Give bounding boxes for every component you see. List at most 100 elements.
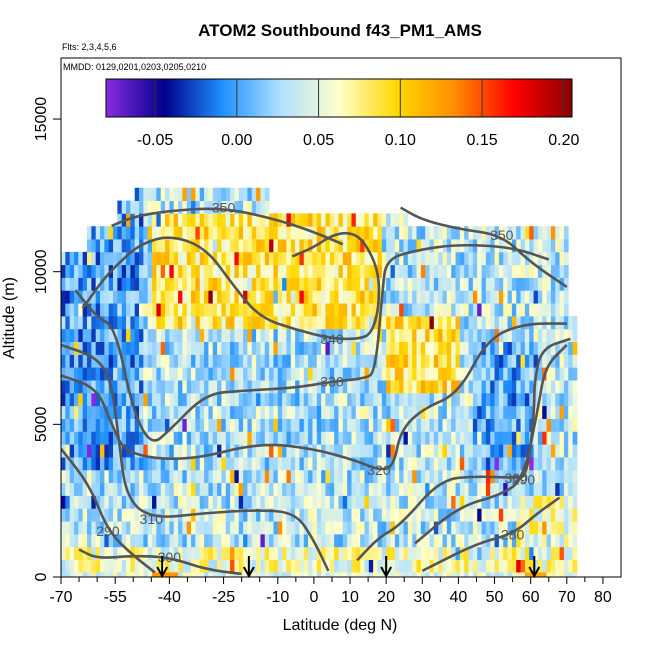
heatmap-cell: [269, 559, 274, 573]
dates-note: MMDD: 0129,0201,0203,0205,0210: [63, 62, 206, 72]
heatmap-cell: [407, 264, 413, 278]
heatmap-cell: [368, 264, 374, 278]
heatmap-cell: [347, 328, 352, 343]
heatmap-cell: [503, 405, 508, 419]
heatmap-cell: [381, 457, 387, 471]
heatmap-cell: [130, 213, 136, 227]
heatmap-cell: [390, 572, 396, 577]
heatmap-cell: [425, 367, 430, 381]
heatmap-cell: [273, 533, 279, 548]
heatmap-cell: [108, 521, 114, 535]
heatmap-cell: [143, 482, 149, 496]
heatmap-cell: [160, 457, 166, 471]
heatmap-cell: [147, 444, 153, 458]
heatmap-cell: [472, 546, 478, 560]
heatmap-cell: [95, 367, 101, 381]
heatmap-cell: [481, 508, 487, 522]
heatmap-cell: [338, 431, 344, 445]
heatmap-cell: [160, 392, 166, 407]
heatmap-cell: [117, 482, 123, 496]
heatmap-cell: [403, 559, 409, 573]
heatmap-cell: [152, 303, 157, 317]
heatmap-cell: [490, 431, 495, 445]
heatmap-cell: [104, 226, 110, 240]
heatmap-cell: [498, 405, 504, 419]
heatmap-cell: [199, 303, 205, 317]
heatmap-cell: [412, 508, 417, 522]
heatmap-cell: [451, 444, 456, 458]
heatmap-cell: [186, 380, 192, 394]
heatmap-cell: [503, 418, 508, 432]
heatmap-cell: [282, 418, 287, 432]
heatmap-cell: [234, 187, 240, 201]
heatmap-cell: [230, 533, 235, 548]
heatmap-cell: [490, 457, 495, 471]
heatmap-cell: [459, 367, 465, 381]
heatmap-cell: [403, 431, 409, 445]
heatmap-cell: [251, 251, 257, 266]
heatmap-cell: [286, 559, 292, 573]
heatmap-cell: [303, 572, 309, 577]
heatmap-cell: [160, 444, 166, 458]
heatmap-cell: [178, 431, 183, 445]
heatmap-cell: [273, 521, 279, 535]
heatmap-cell: [165, 226, 170, 240]
heatmap-cell: [100, 457, 105, 471]
heatmap-cell: [425, 418, 430, 432]
heatmap-cell: [139, 405, 144, 419]
heatmap-cell: [334, 367, 339, 381]
heatmap-cell: [425, 431, 430, 445]
heatmap-cell: [429, 303, 435, 317]
heatmap-cell: [251, 405, 257, 419]
heatmap-cell: [173, 226, 179, 240]
heatmap-cell: [394, 264, 400, 278]
heatmap-cell: [78, 559, 84, 573]
heatmap-cell: [143, 187, 149, 201]
heatmap-cell: [303, 444, 309, 458]
heatmap-cell: [165, 328, 170, 343]
heatmap-cell: [399, 239, 404, 253]
heatmap-cell: [442, 328, 448, 343]
heatmap-cell: [273, 354, 279, 368]
heatmap-cell: [178, 315, 183, 330]
heatmap-cell: [468, 546, 474, 560]
heatmap-cell: [221, 341, 227, 355]
heatmap-cell: [312, 469, 318, 484]
heatmap-cell: [533, 533, 539, 548]
heatmap-cell: [529, 277, 534, 291]
heatmap-cell: [260, 392, 266, 407]
heatmap-cell: [147, 328, 153, 343]
heatmap-cell: [173, 277, 179, 291]
heatmap-cell: [273, 546, 279, 560]
heatmap-cell: [563, 508, 569, 522]
heatmap-cell: [381, 482, 387, 496]
heatmap-cell: [481, 315, 487, 330]
flights-note: Flts: 2,3,4,5,6: [62, 42, 117, 52]
heatmap-cell: [472, 303, 478, 317]
heatmap-cell: [316, 521, 322, 535]
heatmap-cell: [251, 482, 257, 496]
heatmap-cell: [221, 572, 227, 577]
heatmap-cell: [568, 521, 573, 535]
heatmap-cell: [321, 367, 326, 381]
heatmap-cell: [355, 469, 361, 484]
heatmap-cell: [416, 457, 422, 471]
heatmap-cell: [286, 457, 292, 471]
heatmap-cell: [524, 405, 530, 419]
heatmap-cell: [230, 546, 235, 560]
heatmap-cell: [82, 521, 88, 535]
heatmap-cell: [204, 469, 209, 484]
heatmap-cell: [542, 508, 547, 522]
heatmap-cell: [282, 290, 287, 304]
heatmap-cell: [69, 444, 75, 458]
heatmap-cell: [347, 444, 352, 458]
heatmap-cell: [212, 495, 218, 509]
heatmap-cell: [277, 354, 283, 368]
x-tick-label: -70: [49, 589, 72, 606]
heatmap-cell: [160, 431, 166, 445]
heatmap-cell: [173, 469, 179, 484]
heatmap-cell: [69, 328, 75, 343]
heatmap-cell: [165, 546, 170, 560]
heatmap-cell: [338, 367, 344, 381]
heatmap-cell: [364, 444, 370, 458]
